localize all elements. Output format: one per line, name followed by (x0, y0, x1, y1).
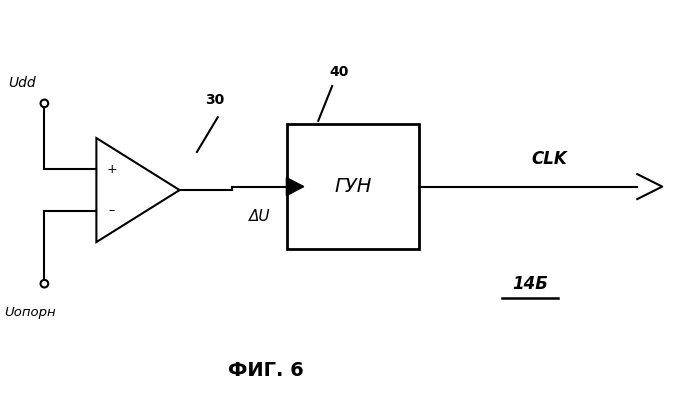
Text: Udd: Udd (8, 76, 36, 89)
Text: 30: 30 (205, 93, 224, 107)
Text: CLK: CLK (531, 150, 567, 168)
Bar (287, 124, 419, 249)
Text: ГУН: ГУН (334, 177, 372, 196)
Text: Uопорн: Uопорн (4, 306, 56, 319)
Text: +: + (106, 163, 117, 176)
Text: ΔU: ΔU (249, 209, 271, 224)
Text: –: – (108, 204, 115, 217)
Polygon shape (287, 178, 304, 195)
Text: 14Б: 14Б (512, 275, 548, 293)
Text: ФИГ. 6: ФИГ. 6 (229, 361, 304, 380)
Text: 40: 40 (329, 65, 349, 79)
